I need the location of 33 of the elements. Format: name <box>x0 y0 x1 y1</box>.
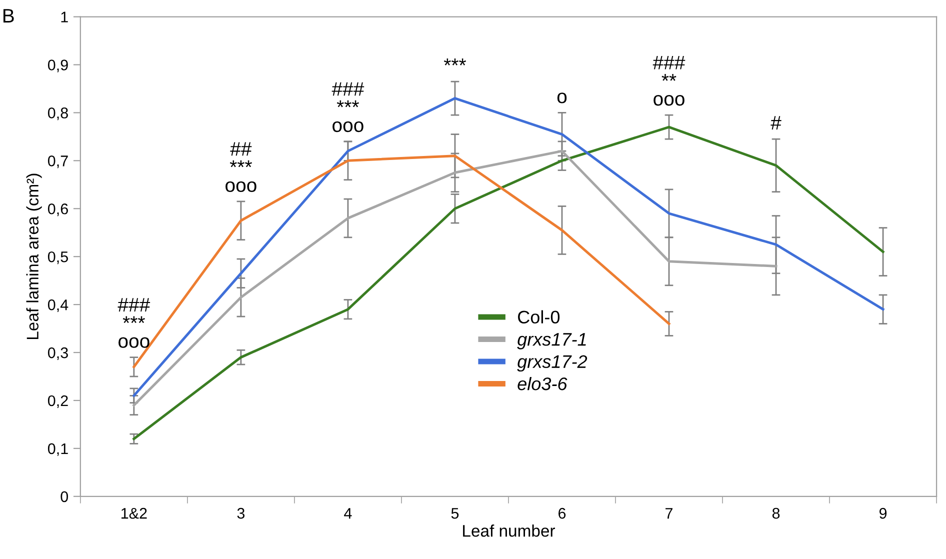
x-tick-label: 7 <box>666 508 672 519</box>
y-tick-label: 0,3 <box>48 347 68 360</box>
y-axis-title: Leaf lamina area (cm²) <box>26 174 42 340</box>
x-tick-label: 8 <box>772 508 780 519</box>
y-tick-label: 0,9 <box>48 60 68 72</box>
text: B <box>3 9 14 22</box>
y-tick-label: 1 <box>61 12 68 22</box>
annotation: *** <box>444 58 466 66</box>
x-tick-label: 4 <box>344 508 352 519</box>
y-tick-label: 0 <box>60 491 68 502</box>
x-axis-title: Leaf number <box>463 524 555 537</box>
y-tick-label: 0,2 <box>48 395 68 408</box>
legend-label: grxs17-2 <box>517 355 588 372</box>
y-tick-label: 0,4 <box>48 299 68 312</box>
x-tick-label: 3 <box>237 508 245 519</box>
annotation: ### *** ooo <box>332 82 364 132</box>
legend-label: elo3-6 <box>518 376 568 390</box>
x-tick-label: 5 <box>451 508 459 519</box>
y-tick-label: 0,5 <box>48 251 68 264</box>
x-tick-label: 6 <box>558 508 566 519</box>
legend-label: Col-0 <box>518 310 560 324</box>
y-tick-label: 0,7 <box>48 156 68 168</box>
y-tick-label: 0,1 <box>48 443 68 456</box>
annotation: ## *** ooo <box>226 142 256 192</box>
annotation: # <box>770 116 782 130</box>
annotation: ### ** ooo <box>652 56 686 106</box>
annotation: ### *** ooo <box>118 298 150 348</box>
x-tick-label: 9 <box>880 508 887 519</box>
legend-label: grxs17-1 <box>517 333 586 350</box>
x-tick-label: 1&2 <box>121 508 147 519</box>
y-tick-label: 0,6 <box>48 203 68 216</box>
annotation: o <box>557 92 567 104</box>
y-tick-label: 0,8 <box>48 108 68 120</box>
